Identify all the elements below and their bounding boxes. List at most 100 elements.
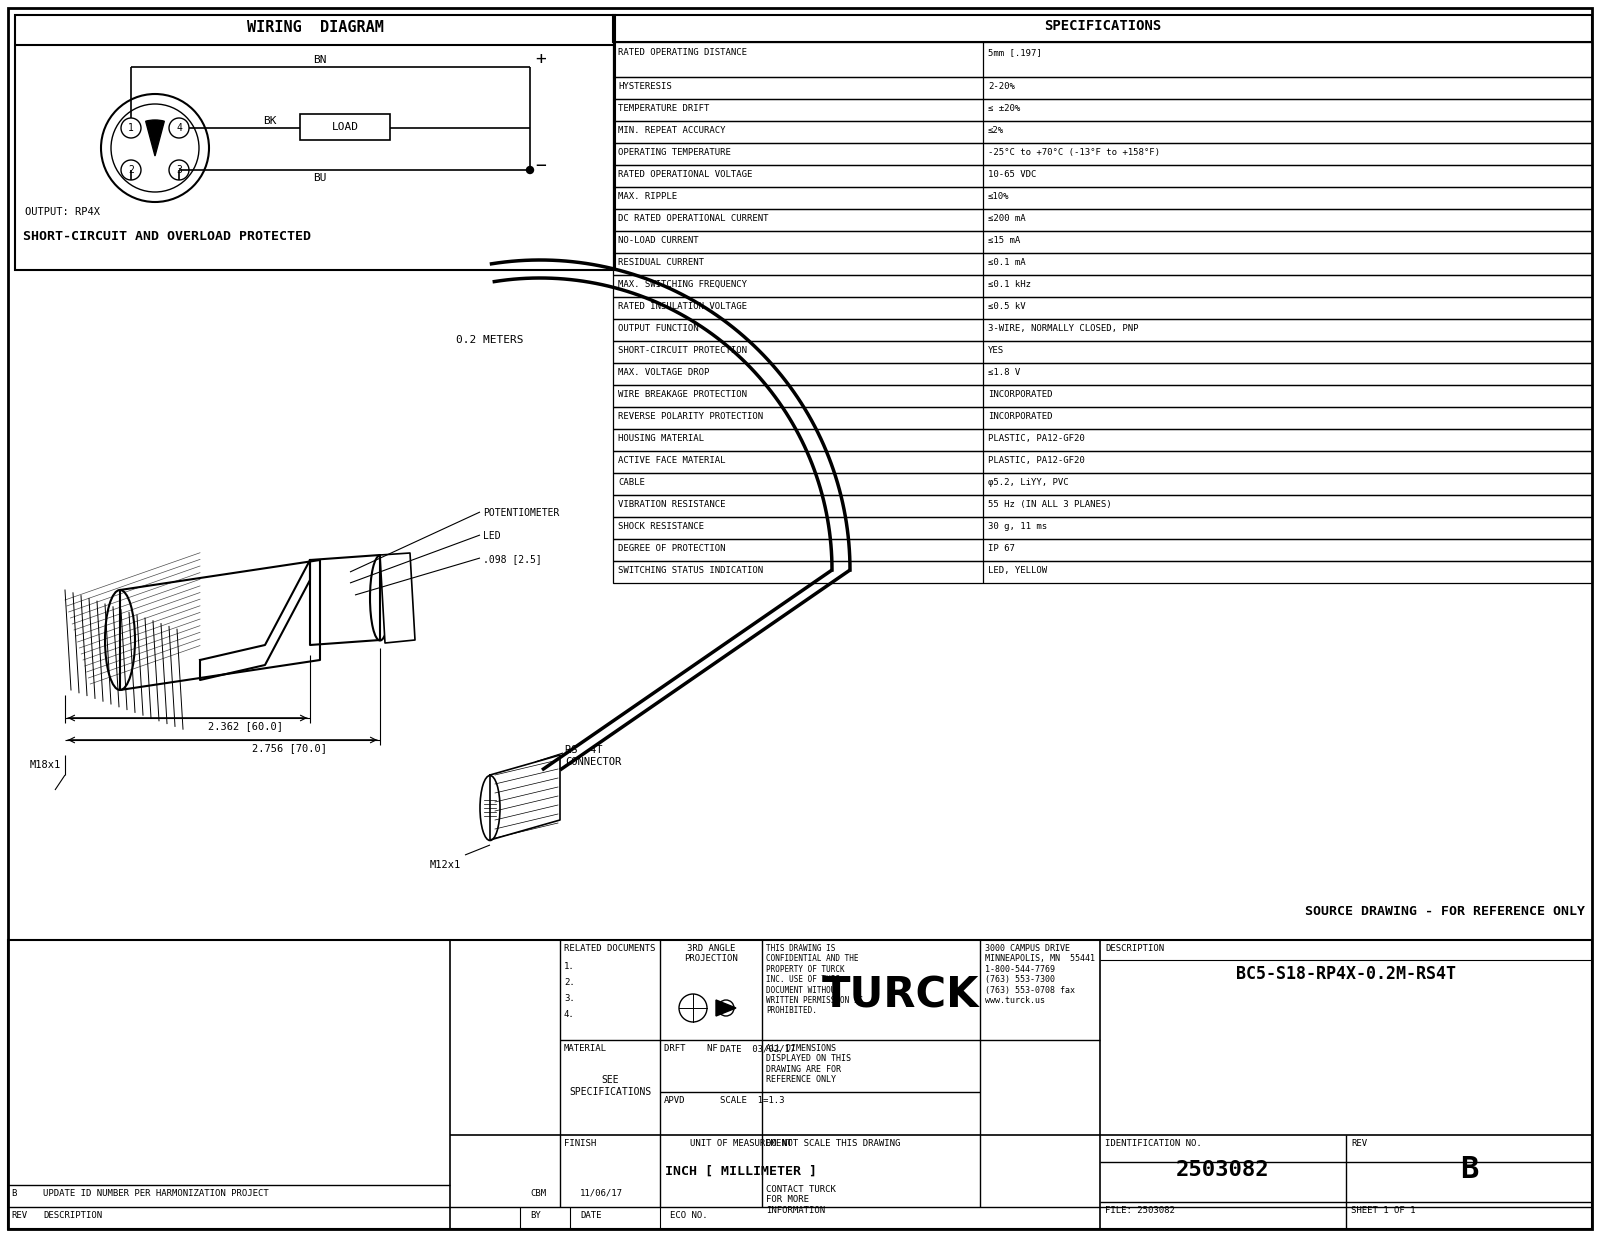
Text: 3000 CAMPUS DRIVE
MINNEAPOLIS, MN  55441
1-800-544-7769
(763) 553-7300
(763) 553: 3000 CAMPUS DRIVE MINNEAPOLIS, MN 55441 … [986, 944, 1094, 1004]
Text: φ5.2, LiYY, PVC: φ5.2, LiYY, PVC [989, 477, 1069, 487]
Text: 1.: 1. [563, 962, 574, 971]
Bar [613, 429, 1592, 452]
Bar [301, 114, 390, 140]
Text: M18x1: M18x1 [30, 760, 61, 769]
Bar [613, 452, 1592, 473]
Bar [613, 341, 1592, 362]
Ellipse shape [480, 776, 499, 840]
Text: DC RATED OPERATIONAL CURRENT: DC RATED OPERATIONAL CURRENT [618, 214, 768, 223]
Text: POTENTIOMETER: POTENTIOMETER [483, 508, 560, 518]
Bar [613, 15, 1592, 42]
Text: APVD: APVD [664, 1096, 685, 1105]
Text: NO-LOAD CURRENT: NO-LOAD CURRENT [618, 236, 699, 245]
Text: 5mm [.197]: 5mm [.197] [989, 48, 1042, 57]
Text: 11/06/17: 11/06/17 [579, 1189, 622, 1197]
Text: ≤0.1 kHz: ≤0.1 kHz [989, 280, 1030, 289]
Bar [613, 99, 1592, 121]
Text: INCORPORATED: INCORPORATED [989, 412, 1053, 421]
Text: DATE  03/02/17: DATE 03/02/17 [720, 1044, 795, 1053]
Bar [613, 297, 1592, 319]
Polygon shape [717, 999, 736, 1016]
Text: RS  4T
CONNECTOR: RS 4T CONNECTOR [565, 745, 621, 767]
Bar [613, 319, 1592, 341]
Text: RATED OPERATIONAL VOLTAGE: RATED OPERATIONAL VOLTAGE [618, 169, 752, 179]
Text: 4.: 4. [563, 1009, 574, 1019]
Text: SHOCK RESISTANCE: SHOCK RESISTANCE [618, 522, 704, 531]
Text: LED: LED [483, 531, 501, 541]
Text: 2: 2 [128, 165, 134, 174]
Bar [613, 42, 1592, 77]
Text: 2503082: 2503082 [1176, 1160, 1270, 1180]
Text: FINISH: FINISH [563, 1139, 597, 1148]
Polygon shape [200, 560, 310, 680]
Text: UPDATE ID NUMBER PER HARMONIZATION PROJECT: UPDATE ID NUMBER PER HARMONIZATION PROJE… [43, 1189, 269, 1197]
Text: SCALE  1=1.3: SCALE 1=1.3 [720, 1096, 784, 1105]
Text: RESIDUAL CURRENT: RESIDUAL CURRENT [618, 259, 704, 267]
Text: LOAD: LOAD [331, 122, 358, 132]
Text: RATED INSULATION VOLTAGE: RATED INSULATION VOLTAGE [618, 302, 747, 310]
Text: SHEET 1 OF 1: SHEET 1 OF 1 [1350, 1206, 1416, 1215]
Text: DATE: DATE [579, 1211, 602, 1220]
Polygon shape [381, 553, 414, 643]
Text: BN: BN [314, 54, 326, 66]
Text: SPECIFICATIONS: SPECIFICATIONS [1043, 19, 1162, 33]
Text: THIS DRAWING IS
CONFIDENTIAL AND THE
PROPERTY OF TURCK
INC. USE OF THIS
DOCUMENT: THIS DRAWING IS CONFIDENTIAL AND THE PRO… [766, 944, 862, 1016]
Text: SWITCHING STATUS INDICATION: SWITCHING STATUS INDICATION [618, 567, 763, 575]
Text: 30 g, 11 ms: 30 g, 11 ms [989, 522, 1046, 531]
Text: ECO NO.: ECO NO. [670, 1211, 707, 1220]
Wedge shape [146, 120, 165, 156]
Text: TURCK: TURCK [822, 974, 979, 1016]
Text: BU: BU [314, 173, 326, 183]
Bar [14, 15, 614, 270]
Text: DESCRIPTION: DESCRIPTION [1106, 944, 1165, 952]
Text: ≤1.8 V: ≤1.8 V [989, 367, 1021, 377]
Bar [613, 539, 1592, 562]
Text: 4: 4 [176, 122, 182, 134]
Text: ≤ ±20%: ≤ ±20% [989, 104, 1021, 113]
Text: B: B [1459, 1155, 1478, 1184]
Bar [613, 209, 1592, 231]
Text: INCORPORATED: INCORPORATED [989, 390, 1053, 400]
Text: RELATED DOCUMENTS: RELATED DOCUMENTS [563, 944, 656, 952]
Bar [613, 517, 1592, 539]
Text: WIRING  DIAGRAM: WIRING DIAGRAM [246, 20, 384, 35]
Text: HOUSING MATERIAL: HOUSING MATERIAL [618, 434, 704, 443]
Text: 0.2 METERS: 0.2 METERS [456, 335, 523, 345]
Text: 2.: 2. [563, 978, 574, 987]
Text: VIBRATION RESISTANCE: VIBRATION RESISTANCE [618, 500, 725, 508]
Bar [613, 473, 1592, 495]
Text: CABLE: CABLE [618, 477, 645, 487]
Text: REVERSE POLARITY PROTECTION: REVERSE POLARITY PROTECTION [618, 412, 763, 421]
Text: OUTPUT FUNCTION: OUTPUT FUNCTION [618, 324, 699, 333]
Bar [613, 165, 1592, 187]
Text: DEGREE OF PROTECTION: DEGREE OF PROTECTION [618, 544, 725, 553]
Text: MATERIAL: MATERIAL [563, 1044, 606, 1053]
Text: ≤10%: ≤10% [989, 192, 1010, 200]
Bar [613, 275, 1592, 297]
Text: ALL DIMENSIONS
DISPLAYED ON THIS
DRAWING ARE FOR
REFERENCE ONLY: ALL DIMENSIONS DISPLAYED ON THIS DRAWING… [766, 1044, 851, 1084]
Bar [613, 562, 1592, 583]
Text: CONTACT TURCK
FOR MORE
INFORMATION: CONTACT TURCK FOR MORE INFORMATION [766, 1185, 835, 1215]
Text: IP 67: IP 67 [989, 544, 1014, 553]
Bar [613, 143, 1592, 165]
Text: ≤0.1 mA: ≤0.1 mA [989, 259, 1026, 267]
Text: WIRE BREAKAGE PROTECTION: WIRE BREAKAGE PROTECTION [618, 390, 747, 400]
Bar [613, 407, 1592, 429]
Text: M12x1: M12x1 [430, 860, 461, 870]
Text: SHORT-CIRCUIT PROTECTION: SHORT-CIRCUIT PROTECTION [618, 346, 747, 355]
Text: -25°C to +70°C (-13°F to +158°F): -25°C to +70°C (-13°F to +158°F) [989, 148, 1160, 157]
Text: OPERATING TEMPERATURE: OPERATING TEMPERATURE [618, 148, 731, 157]
Text: SOURCE DRAWING - FOR REFERENCE ONLY: SOURCE DRAWING - FOR REFERENCE ONLY [1306, 905, 1586, 918]
Text: ACTIVE FACE MATERIAL: ACTIVE FACE MATERIAL [618, 456, 725, 465]
Text: DRFT    NF: DRFT NF [664, 1044, 718, 1053]
Text: SHORT-CIRCUIT AND OVERLOAD PROTECTED: SHORT-CIRCUIT AND OVERLOAD PROTECTED [22, 230, 310, 242]
Bar [613, 385, 1592, 407]
Text: IDENTIFICATION NO.: IDENTIFICATION NO. [1106, 1139, 1202, 1148]
Text: 3: 3 [176, 165, 182, 174]
Text: PLASTIC, PA12-GF20: PLASTIC, PA12-GF20 [989, 434, 1085, 443]
Text: 3RD ANGLE
PROJECTION: 3RD ANGLE PROJECTION [685, 944, 738, 964]
Text: RATED OPERATING DISTANCE: RATED OPERATING DISTANCE [618, 48, 747, 57]
Bar [613, 187, 1592, 209]
Text: BY: BY [530, 1211, 541, 1220]
Text: 2-20%: 2-20% [989, 82, 1014, 92]
